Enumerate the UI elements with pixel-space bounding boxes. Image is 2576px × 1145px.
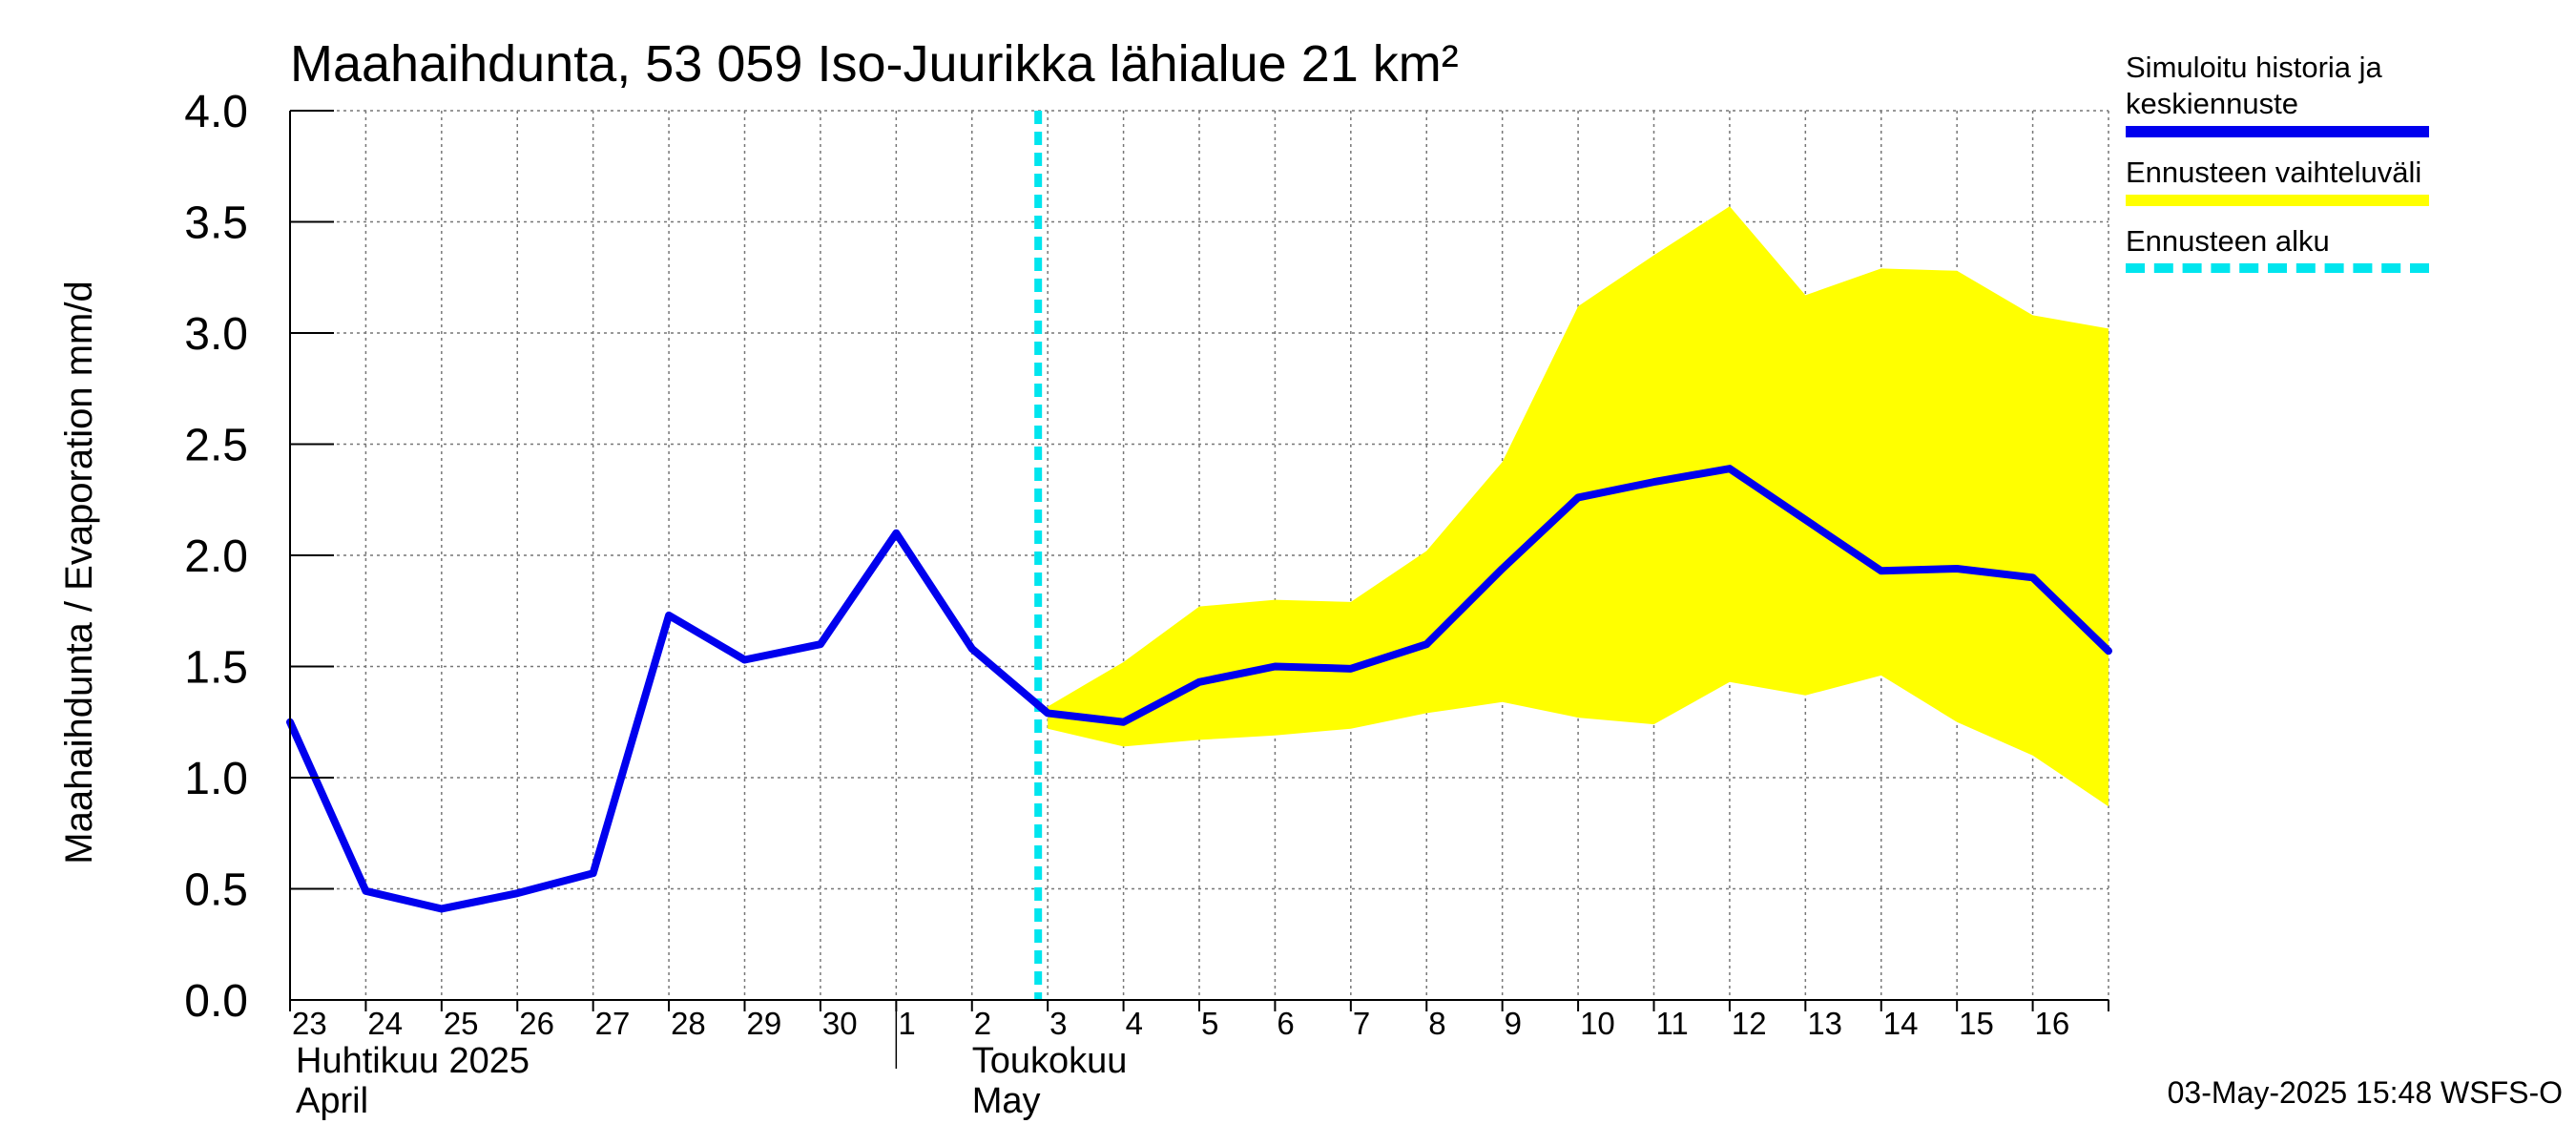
forecast-range-band <box>1048 206 2109 807</box>
legend: Simuloitu historia ja keskiennuste Ennus… <box>2126 50 2545 290</box>
x-tick-label: 26 <box>519 1006 554 1041</box>
y-tick-label: 2.5 <box>184 421 248 471</box>
x-tick-label: 14 <box>1883 1006 1919 1041</box>
legend-label: Ennusteen vaihteluväli <box>2126 156 2422 189</box>
x-tick-label: 16 <box>2035 1006 2070 1041</box>
x-tick-label: 8 <box>1428 1006 1445 1041</box>
y-tick-label: 0.0 <box>184 976 248 1027</box>
x-tick-label: 15 <box>1959 1006 1994 1041</box>
legend-item-range: Ennusteen vaihteluväli <box>2126 155 2545 206</box>
legend-swatch-cyan-dashed <box>2126 263 2429 273</box>
x-tick-label: 5 <box>1201 1006 1218 1041</box>
y-tick-labels: 0.0 0.5 1.0 1.5 2.0 2.5 3.0 3.5 4.0 <box>184 87 248 1027</box>
x-tick-label: 4 <box>1126 1006 1143 1041</box>
y-tick-label: 2.0 <box>184 531 248 582</box>
axes <box>289 110 2109 1069</box>
y-tick-label: 3.0 <box>184 309 248 360</box>
timestamp-footer: 03-May-2025 15:48 WSFS-O <box>2167 1075 2563 1110</box>
month-label-en: April <box>296 1081 368 1121</box>
series-lines <box>286 465 2112 913</box>
legend-swatch-yellow <box>2126 195 2429 206</box>
x-tick-label: 30 <box>822 1006 858 1041</box>
month-label-fi: Huhtikuu 2025 <box>296 1041 530 1081</box>
series-line-simulated <box>286 465 2112 913</box>
y-tick-label: 4.0 <box>184 87 248 137</box>
x-tick-label: 25 <box>444 1006 479 1041</box>
x-tick-label: 6 <box>1277 1006 1294 1041</box>
x-tick-label: 7 <box>1353 1006 1370 1041</box>
legend-swatch-blue <box>2126 126 2429 137</box>
x-tick-label: 27 <box>595 1006 631 1041</box>
y-tick-label: 1.0 <box>184 754 248 804</box>
x-tick-label: 11 <box>1656 1006 1689 1041</box>
chart-title: Maahaihdunta, 53 059 Iso-Juurikka lähial… <box>290 35 1459 93</box>
legend-item-forecast-start: Ennusteen alku <box>2126 223 2545 273</box>
legend-label: Ennusteen alku <box>2126 224 2330 258</box>
x-tick-label: 28 <box>671 1006 706 1041</box>
y-axis-label: Maahaihdunta / Evaporation mm/d <box>58 281 100 864</box>
y-tick-label: 3.5 <box>184 198 248 249</box>
legend-label: Simuloitu historia ja <box>2126 51 2382 84</box>
x-tick-label: 12 <box>1732 1006 1767 1041</box>
forecast-range-area <box>1048 206 2109 807</box>
x-tick-label: 10 <box>1580 1006 1615 1041</box>
y-tick-label: 0.5 <box>184 865 248 916</box>
x-tick-labels: 23 24 25 26 27 28 29 30 1 2 3 4 5 6 7 8 9 10 11 12 13 14 15 16 <box>292 1006 2069 1041</box>
x-tick-label: 3 <box>1049 1006 1067 1041</box>
x-tick-label: 23 <box>292 1006 327 1041</box>
month-label-en: May <box>972 1081 1041 1121</box>
x-tick-label: 2 <box>974 1006 991 1041</box>
month-label-fi: Toukokuu <box>972 1041 1128 1081</box>
y-tick-label: 1.5 <box>184 643 248 694</box>
x-tick-label: 29 <box>747 1006 782 1041</box>
legend-item-simulated: Simuloitu historia ja keskiennuste <box>2126 50 2545 137</box>
x-tick-label: 1 <box>898 1006 915 1041</box>
x-tick-label: 9 <box>1505 1006 1522 1041</box>
legend-label: keskiennuste <box>2126 87 2298 120</box>
x-tick-label: 24 <box>367 1006 403 1041</box>
x-tick-label: 13 <box>1807 1006 1842 1041</box>
